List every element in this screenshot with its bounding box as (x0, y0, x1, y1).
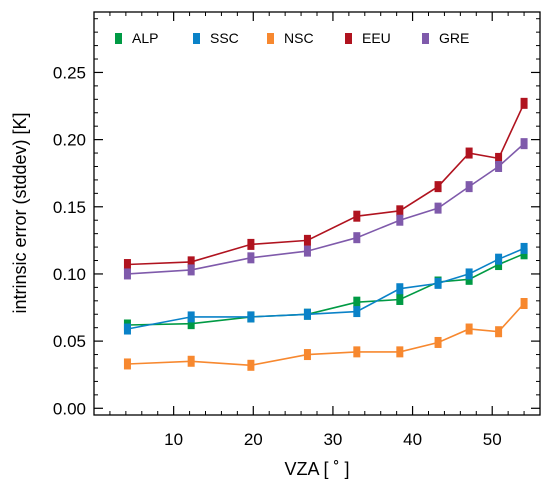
legend-swatch-gre (422, 33, 429, 44)
legend-label-gre: GRE (439, 30, 469, 46)
legend-swatch-alp (115, 33, 122, 44)
data-point-ssc (520, 242, 528, 254)
data-point-eeu (520, 97, 528, 109)
data-point-alp (353, 296, 361, 308)
data-point-gre (187, 264, 195, 276)
data-point-nsc (303, 349, 311, 361)
data-point-ssc (303, 308, 311, 320)
data-point-eeu (247, 238, 255, 250)
x-tick-label: 10 (164, 430, 183, 449)
data-point-ssc (465, 268, 473, 280)
data-point-gre (303, 245, 311, 257)
data-point-eeu (465, 147, 473, 159)
data-point-nsc (123, 358, 131, 370)
data-point-gre (247, 252, 255, 264)
x-axis-title: VZA [ ˚ ] (284, 459, 349, 479)
legend-label-alp: ALP (132, 30, 158, 46)
y-tick-label: 0.25 (53, 63, 86, 82)
series-line-gre (127, 143, 525, 275)
data-point-gre (495, 160, 503, 172)
axis-ticks: 0.00 0.05 0.10 0.15 0.20 0.25 10 20 30 40 50 (53, 12, 540, 449)
series-line-eeu (127, 102, 525, 266)
data-point-ssc (187, 311, 195, 323)
data-point-eeu (123, 259, 131, 271)
data-point-nsc (187, 355, 195, 367)
data-point-eeu (187, 256, 195, 268)
y-axis-title: intrinsic error (stddev) [K] (10, 112, 30, 313)
legend-label-eeu: EEU (362, 30, 391, 46)
data-point-eeu (495, 152, 503, 164)
x-tick-label: 40 (403, 430, 422, 449)
legend-swatch-nsc (267, 33, 274, 44)
data-point-nsc (434, 336, 442, 348)
data-point-ssc (123, 323, 131, 335)
data-point-eeu (396, 205, 404, 217)
data-point-nsc (520, 298, 528, 310)
y-tick-label: 0.05 (53, 332, 86, 351)
y-tick-label: 0.10 (53, 265, 86, 284)
y-tick-label: 0.15 (53, 198, 86, 217)
legend-swatch-eeu (345, 33, 352, 44)
data-point-nsc (465, 323, 473, 335)
data-point-eeu (303, 234, 311, 246)
data-point-ssc (434, 277, 442, 289)
data-point-ssc (353, 306, 361, 318)
data-point-nsc (495, 326, 503, 338)
data-point-gre (396, 214, 404, 226)
series-lines (127, 102, 525, 367)
data-point-gre (465, 181, 473, 193)
legend-label-nsc: NSC (284, 30, 314, 46)
data-point-ssc (396, 283, 404, 295)
series-line-alp (127, 253, 525, 326)
data-point-ssc (247, 311, 255, 323)
data-point-nsc (353, 346, 361, 358)
data-point-gre (520, 138, 528, 150)
x-tick-label: 30 (323, 430, 342, 449)
y-tick-label: 0.20 (53, 131, 86, 150)
data-point-eeu (353, 210, 361, 222)
series-points (123, 97, 528, 371)
data-point-eeu (434, 181, 442, 193)
legend: ALP SSC NSC EEU GRE (115, 30, 469, 46)
data-point-alp (396, 293, 404, 305)
series-line-ssc (127, 247, 525, 330)
series-line-nsc (127, 302, 525, 367)
legend-label-ssc: SSC (210, 30, 239, 46)
data-point-gre (353, 232, 361, 244)
y-tick-label: 0.00 (53, 399, 86, 418)
legend-swatch-ssc (193, 33, 200, 44)
data-point-ssc (495, 253, 503, 265)
x-tick-label: 50 (483, 430, 502, 449)
data-point-gre (123, 268, 131, 280)
data-point-nsc (247, 359, 255, 371)
data-point-gre (434, 202, 442, 214)
x-tick-label: 20 (244, 430, 263, 449)
data-point-alp (187, 318, 195, 330)
data-point-nsc (396, 346, 404, 358)
